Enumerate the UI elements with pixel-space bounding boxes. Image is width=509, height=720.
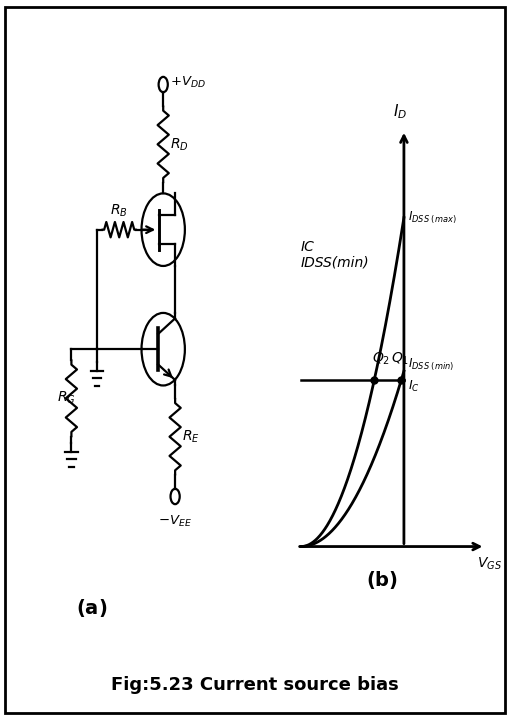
Text: Fig:5.23 Current source bias: Fig:5.23 Current source bias bbox=[111, 677, 398, 694]
Text: $I_{DSS\ (max)}$: $I_{DSS\ (max)}$ bbox=[407, 210, 456, 226]
Text: $I_D$: $I_D$ bbox=[392, 102, 406, 121]
Text: $Q_1$: $Q_1$ bbox=[390, 351, 408, 366]
Text: IC
IDSS(min): IC IDSS(min) bbox=[300, 240, 369, 270]
Text: $R_G$: $R_G$ bbox=[58, 390, 76, 407]
Text: $R_D$: $R_D$ bbox=[170, 136, 189, 153]
Text: $-V_{EE}$: $-V_{EE}$ bbox=[158, 514, 192, 529]
Text: $R_B$: $R_B$ bbox=[110, 203, 128, 219]
Text: $I_C$: $I_C$ bbox=[407, 379, 419, 394]
Text: $+V_{DD}$: $+V_{DD}$ bbox=[170, 75, 206, 90]
Text: $V_{GS}$: $V_{GS}$ bbox=[476, 555, 501, 572]
Text: $\bf{(a)}$: $\bf{(a)}$ bbox=[76, 597, 107, 619]
Text: $I_{DSS\ (min)}$: $I_{DSS\ (min)}$ bbox=[407, 356, 454, 373]
Text: $R_E$: $R_E$ bbox=[182, 428, 200, 445]
Text: $\bf{(b)}$: $\bf{(b)}$ bbox=[366, 569, 398, 591]
Text: $Q_2$: $Q_2$ bbox=[372, 351, 389, 366]
